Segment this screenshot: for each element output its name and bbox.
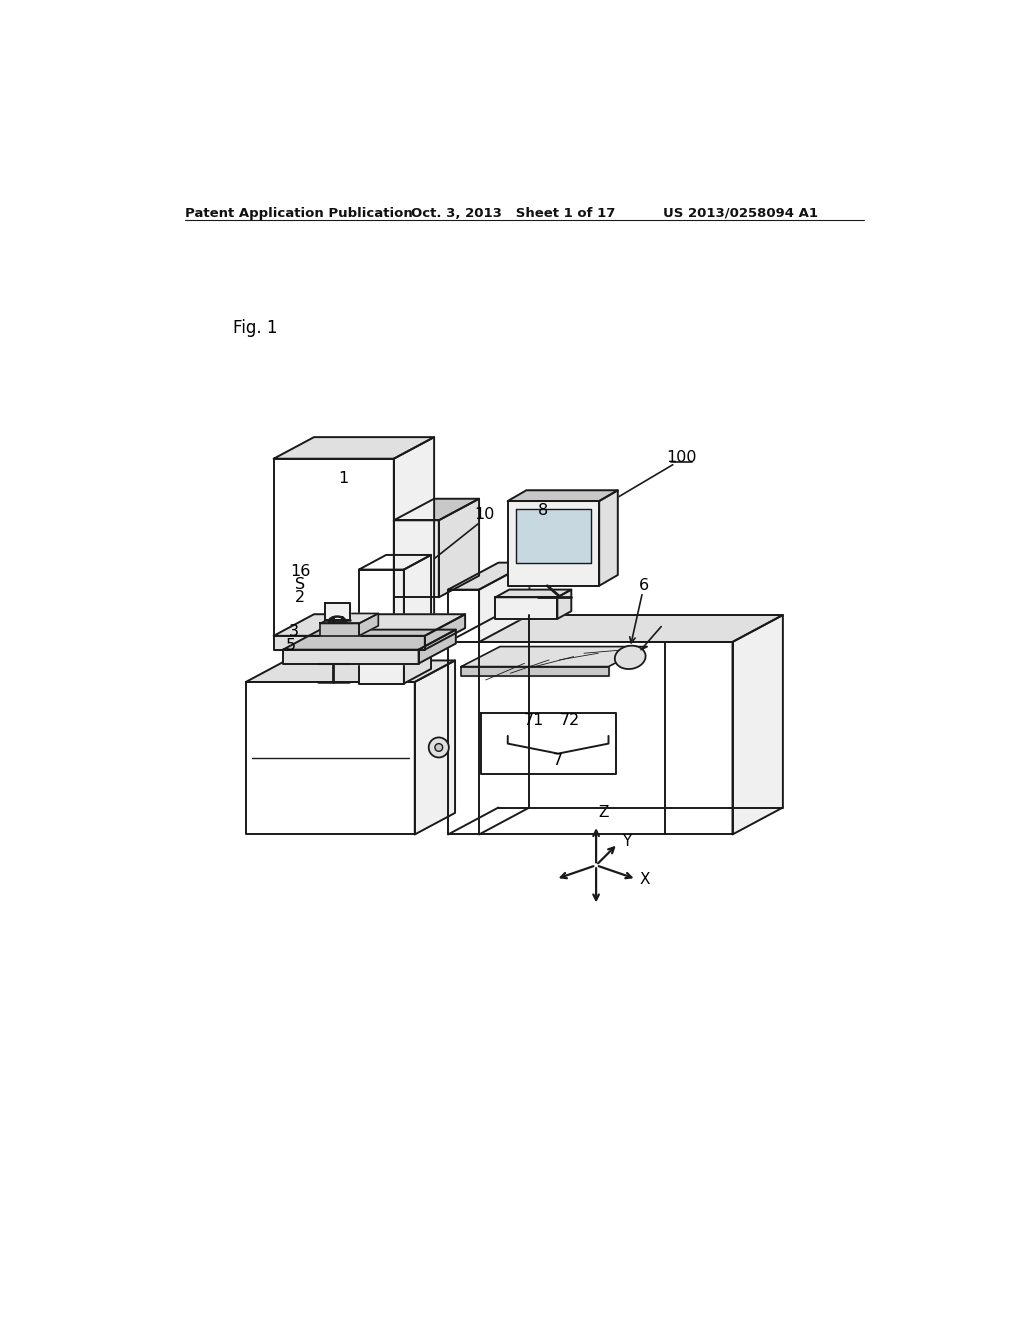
- Polygon shape: [480, 713, 616, 775]
- Polygon shape: [359, 554, 431, 570]
- Polygon shape: [461, 667, 608, 676]
- Polygon shape: [479, 562, 529, 642]
- Text: 16: 16: [290, 564, 310, 578]
- Text: 2: 2: [295, 590, 305, 605]
- Polygon shape: [246, 660, 455, 682]
- Polygon shape: [394, 499, 479, 520]
- Polygon shape: [394, 520, 438, 597]
- Polygon shape: [557, 590, 571, 619]
- Polygon shape: [515, 508, 592, 562]
- Polygon shape: [359, 614, 378, 636]
- Polygon shape: [419, 630, 456, 664]
- Polygon shape: [321, 614, 378, 623]
- Text: 3: 3: [289, 623, 299, 639]
- Polygon shape: [359, 570, 403, 684]
- Text: S: S: [295, 577, 305, 591]
- Polygon shape: [273, 636, 425, 649]
- Polygon shape: [449, 615, 783, 642]
- Polygon shape: [325, 603, 349, 620]
- Polygon shape: [415, 660, 455, 834]
- Polygon shape: [449, 562, 529, 590]
- Text: 5: 5: [286, 638, 296, 652]
- Text: Z: Z: [598, 805, 609, 820]
- Text: 10: 10: [474, 507, 495, 523]
- Text: Oct. 3, 2013   Sheet 1 of 17: Oct. 3, 2013 Sheet 1 of 17: [411, 207, 615, 220]
- Polygon shape: [273, 459, 394, 640]
- Polygon shape: [508, 490, 617, 502]
- Ellipse shape: [614, 645, 645, 669]
- Text: 100: 100: [666, 450, 696, 465]
- Text: 1: 1: [338, 471, 348, 486]
- Text: 71: 71: [524, 713, 545, 729]
- Polygon shape: [273, 614, 465, 636]
- Text: 8: 8: [539, 503, 549, 517]
- Polygon shape: [394, 437, 434, 640]
- Polygon shape: [461, 647, 647, 667]
- Ellipse shape: [429, 738, 449, 758]
- Polygon shape: [283, 630, 456, 649]
- Polygon shape: [508, 502, 599, 586]
- Text: X: X: [640, 871, 650, 887]
- Polygon shape: [496, 590, 571, 597]
- Polygon shape: [496, 597, 557, 619]
- Text: 7: 7: [553, 752, 563, 768]
- Polygon shape: [438, 499, 479, 597]
- Polygon shape: [283, 649, 419, 664]
- Polygon shape: [599, 490, 617, 586]
- Polygon shape: [321, 623, 359, 636]
- Polygon shape: [246, 682, 415, 834]
- Text: Fig. 1: Fig. 1: [233, 318, 278, 337]
- Text: 6: 6: [639, 578, 649, 593]
- Ellipse shape: [435, 743, 442, 751]
- Text: Y: Y: [622, 834, 631, 849]
- Text: Patent Application Publication: Patent Application Publication: [184, 207, 413, 220]
- Text: 72: 72: [560, 713, 580, 729]
- Polygon shape: [403, 554, 431, 684]
- Polygon shape: [732, 615, 783, 834]
- Polygon shape: [449, 642, 732, 834]
- Polygon shape: [273, 437, 434, 459]
- Text: US 2013/0258094 A1: US 2013/0258094 A1: [663, 207, 818, 220]
- Polygon shape: [425, 614, 465, 649]
- Polygon shape: [449, 590, 479, 642]
